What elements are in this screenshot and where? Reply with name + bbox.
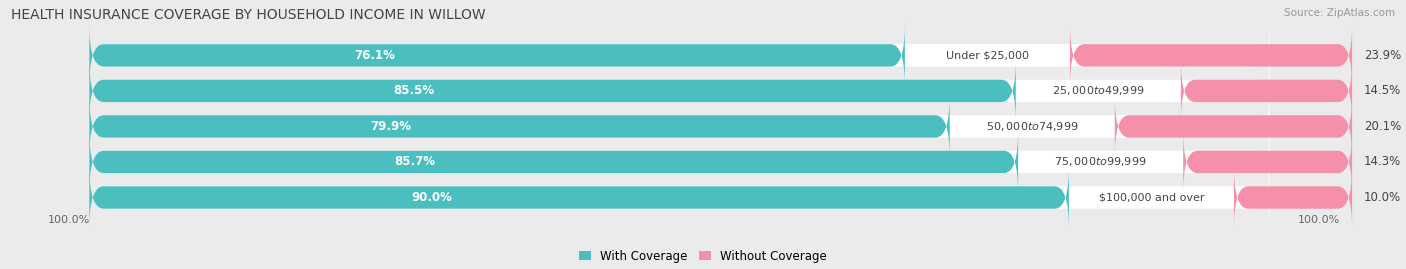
Text: HEALTH INSURANCE COVERAGE BY HOUSEHOLD INCOME IN WILLOW: HEALTH INSURANCE COVERAGE BY HOUSEHOLD I… xyxy=(11,8,486,22)
FancyBboxPatch shape xyxy=(90,24,905,87)
Text: 14.3%: 14.3% xyxy=(1364,155,1400,168)
Legend: With Coverage, Without Coverage: With Coverage, Without Coverage xyxy=(574,245,832,267)
Text: 85.5%: 85.5% xyxy=(394,84,434,97)
Text: 20.1%: 20.1% xyxy=(1364,120,1400,133)
Text: $100,000 and over: $100,000 and over xyxy=(1098,193,1204,203)
Text: 10.0%: 10.0% xyxy=(1364,191,1400,204)
Text: $25,000 to $49,999: $25,000 to $49,999 xyxy=(1052,84,1144,97)
FancyBboxPatch shape xyxy=(90,59,1270,122)
Text: 85.7%: 85.7% xyxy=(394,155,434,168)
FancyBboxPatch shape xyxy=(90,166,1270,229)
Text: 79.9%: 79.9% xyxy=(370,120,411,133)
Text: $50,000 to $74,999: $50,000 to $74,999 xyxy=(986,120,1078,133)
Text: Under $25,000: Under $25,000 xyxy=(946,50,1029,60)
Text: Source: ZipAtlas.com: Source: ZipAtlas.com xyxy=(1284,8,1395,18)
FancyBboxPatch shape xyxy=(90,95,1270,158)
FancyBboxPatch shape xyxy=(90,166,1069,229)
FancyBboxPatch shape xyxy=(1184,130,1353,193)
FancyBboxPatch shape xyxy=(1070,24,1353,87)
FancyBboxPatch shape xyxy=(1234,166,1353,229)
FancyBboxPatch shape xyxy=(90,130,1018,193)
Text: 23.9%: 23.9% xyxy=(1364,49,1400,62)
FancyBboxPatch shape xyxy=(90,95,949,158)
Text: 76.1%: 76.1% xyxy=(354,49,395,62)
Text: 14.5%: 14.5% xyxy=(1364,84,1400,97)
FancyBboxPatch shape xyxy=(1115,95,1353,158)
FancyBboxPatch shape xyxy=(90,24,1270,87)
Text: 90.0%: 90.0% xyxy=(412,191,453,204)
Text: $75,000 to $99,999: $75,000 to $99,999 xyxy=(1054,155,1147,168)
Text: 100.0%: 100.0% xyxy=(48,214,90,225)
Text: 100.0%: 100.0% xyxy=(1298,214,1340,225)
FancyBboxPatch shape xyxy=(1181,59,1353,122)
FancyBboxPatch shape xyxy=(90,130,1270,193)
FancyBboxPatch shape xyxy=(90,59,1015,122)
